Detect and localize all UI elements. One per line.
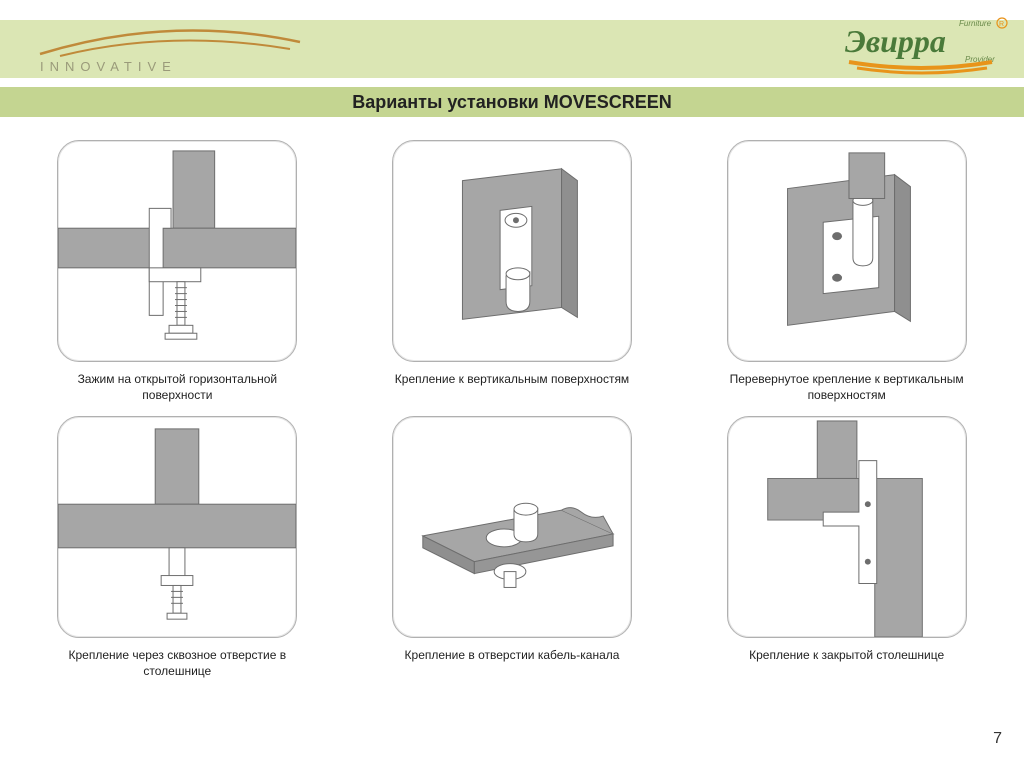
caption-2: Крепление к вертикальным поверхностям — [395, 372, 629, 406]
slide-title: Варианты установки MOVESCREEN — [0, 87, 1024, 117]
diagram-cable-channel — [392, 416, 632, 638]
logo-evirra: Эвирра Furniture Provider R — [837, 12, 1012, 80]
cell-3: Перевернутое крепление к вертикальным по… — [714, 140, 979, 406]
svg-text:R: R — [999, 21, 1004, 28]
svg-text:INNOVATIVE: INNOVATIVE — [40, 59, 177, 74]
caption-4: Крепление через сквозное отверстие в сто… — [47, 648, 307, 682]
caption-3: Перевернутое крепление к вертикальным по… — [717, 372, 977, 406]
svg-text:Эвирра: Эвирра — [845, 23, 946, 59]
diagram-through-hole — [57, 416, 297, 638]
cell-2: Крепление к вертикальным поверхностям — [380, 140, 645, 406]
diagram-closed-tabletop — [727, 416, 967, 638]
caption-1: Зажим на открытой горизонтальной поверхн… — [47, 372, 307, 406]
caption-5: Крепление в отверстии кабель-канала — [405, 648, 620, 682]
diagram-vertical-inverted — [727, 140, 967, 362]
diagram-vertical-mount — [392, 140, 632, 362]
cell-1: Зажим на открытой горизонтальной поверхн… — [45, 140, 310, 406]
diagram-clamp-horizontal — [57, 140, 297, 362]
svg-text:Furniture: Furniture — [959, 19, 992, 28]
cell-5: Крепление в отверстии кабель-канала — [380, 416, 645, 682]
page-number: 7 — [993, 730, 1002, 748]
cell-6: Крепление к закрытой столешнице — [714, 416, 979, 682]
caption-6: Крепление к закрытой столешнице — [749, 648, 944, 682]
logo-innovative: INNOVATIVE — [30, 24, 310, 74]
diagram-grid: Зажим на открытой горизонтальной поверхн… — [45, 140, 979, 682]
cell-4: Крепление через сквозное отверстие в сто… — [45, 416, 310, 682]
